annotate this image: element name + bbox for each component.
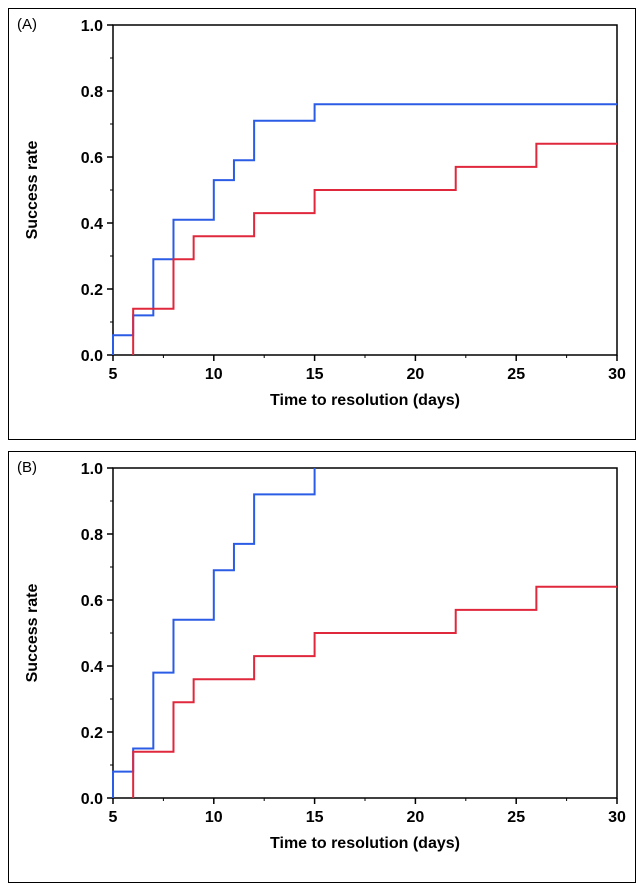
x-tick-label: 10 xyxy=(205,809,223,826)
y-tick-label: 0.6 xyxy=(81,593,103,610)
chart-panel-a: 0.0 0.2 0.4 0.6 0.8 1.0 5 10 15 20 25 30 Time to res… xyxy=(8,8,636,440)
x-tick-label: 5 xyxy=(109,809,118,826)
y-tick-label: 0.8 xyxy=(81,84,103,101)
y-tick-label: 1.0 xyxy=(81,18,103,35)
y-axis-title: Success rate xyxy=(24,141,41,240)
x-tick-label: 15 xyxy=(306,809,324,826)
y-tick-label: 0.4 xyxy=(81,216,103,233)
chart-b-svg: 0.0 0.2 0.4 0.6 0.8 1.0 5 10 15 20 25 30 Time to res… xyxy=(17,459,626,852)
panel-label: (B) xyxy=(17,459,37,476)
y-tick-label: 0.4 xyxy=(81,659,103,676)
y-tick-label: 1.0 xyxy=(81,461,103,478)
y-tick-label: 0.0 xyxy=(81,348,103,365)
x-tick-label: 30 xyxy=(608,809,626,826)
x-tick-label: 20 xyxy=(407,809,425,826)
series-blue-line xyxy=(112,468,316,798)
x-tick-label: 30 xyxy=(608,366,626,383)
x-tick-label: 15 xyxy=(306,366,324,383)
x-tick-label: 25 xyxy=(507,809,525,826)
y-tick-label: 0.0 xyxy=(81,791,103,808)
x-axis-title: Time to resolution (days) xyxy=(270,392,460,409)
x-tick-label: 20 xyxy=(407,366,425,383)
x-axis-title: Time to resolution (days) xyxy=(270,835,460,852)
panel-label: (A) xyxy=(17,16,37,33)
chart-a-svg: 0.0 0.2 0.4 0.6 0.8 1.0 5 10 15 20 25 30 Time to res… xyxy=(17,16,626,409)
x-tick-label: 5 xyxy=(109,366,118,383)
series-red-line xyxy=(132,142,617,355)
x-tick-label: 25 xyxy=(507,366,525,383)
y-tick-label: 0.8 xyxy=(81,527,103,544)
chart-panel-b: 0.0 0.2 0.4 0.6 0.8 1.0 5 10 15 20 25 30 Time to res… xyxy=(8,451,636,883)
series-red-line xyxy=(132,585,617,798)
x-tick-label: 10 xyxy=(205,366,223,383)
y-tick-label: 0.6 xyxy=(81,150,103,167)
y-tick-label: 0.2 xyxy=(81,725,103,742)
y-tick-label: 0.2 xyxy=(81,282,103,299)
y-axis-title: Success rate xyxy=(24,584,41,683)
series-blue-line xyxy=(112,103,617,355)
